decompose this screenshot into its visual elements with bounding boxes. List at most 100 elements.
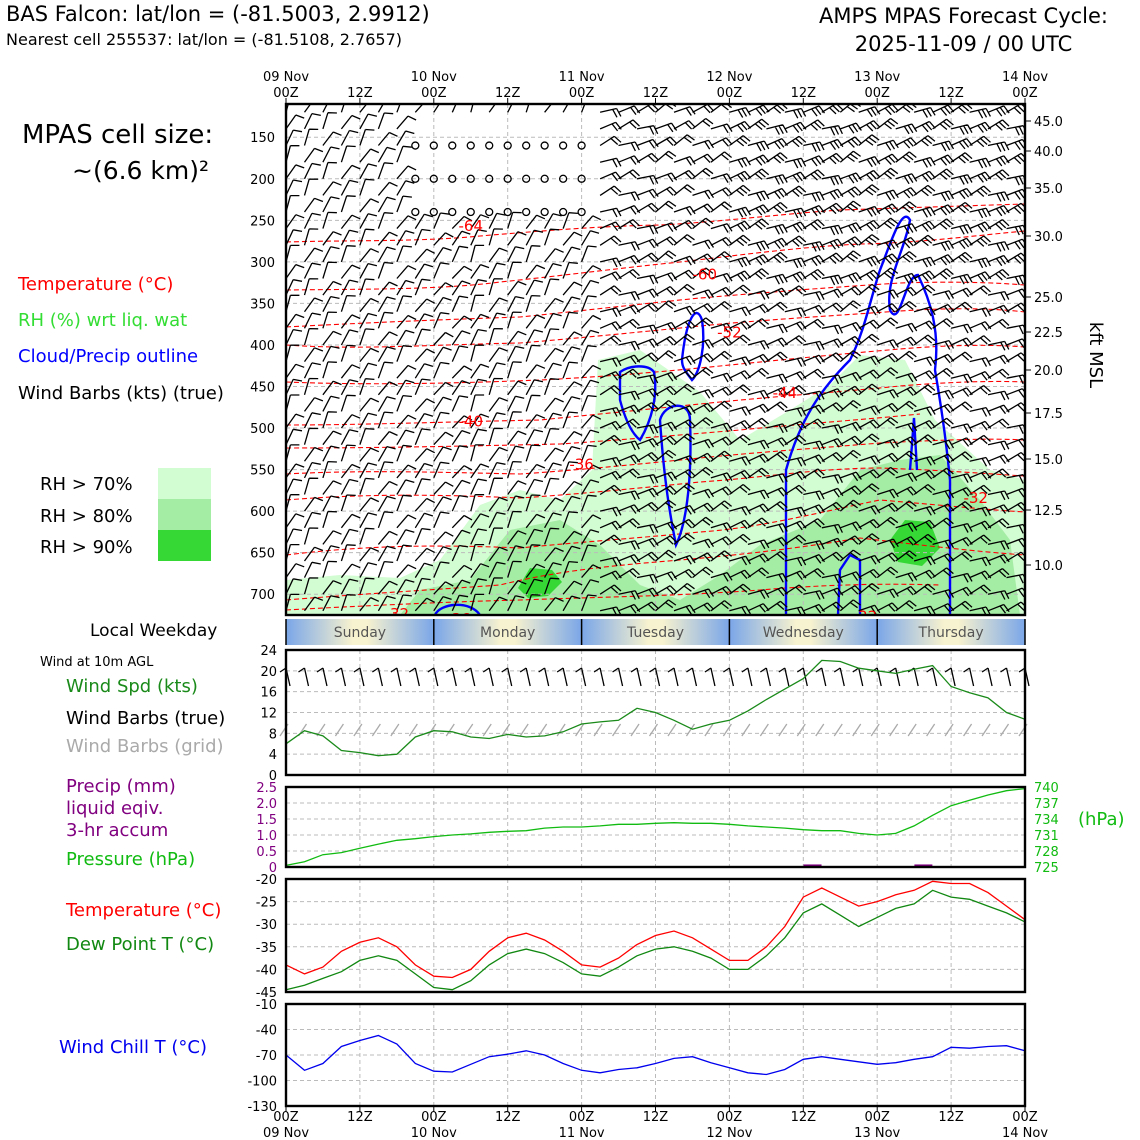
wind-barb [729,106,751,118]
wind-10m-label: Wind at 10m AGL [40,655,154,670]
wind-barb [876,452,899,463]
wind-barb [784,584,807,595]
wind-barb [655,399,677,412]
grid-wind-barb [963,723,973,737]
surface-wind-barb [944,667,956,687]
wind-barb [488,297,508,313]
bottom-date-label: 09 Nov [263,1126,309,1140]
wind-barb [1024,477,1025,478]
wind-barb [692,417,714,429]
bottom-date-label: 12 Nov [706,1126,752,1140]
wind-barb [396,394,412,412]
surface-wind-barb [427,667,439,687]
top-date-label: 14 Nov [1002,70,1048,85]
panel-frame [284,648,1027,777]
wind-barb [876,367,899,379]
wind-barb [451,429,471,446]
wind-barb [303,577,319,595]
wind-barb [488,446,508,462]
wind-barb [766,301,788,313]
surface-wind-barb [335,667,347,687]
wind-barb [618,155,641,165]
wind-barb [913,220,936,232]
wind-barb [340,145,356,163]
wind-barb [433,581,454,595]
wind-barb [599,135,622,147]
wind-barb [562,545,581,562]
wind-barb [766,501,788,512]
wind-barb [286,194,300,213]
wind-barb [673,283,695,296]
wind-barb [950,401,973,412]
wind-barb [950,152,973,164]
wind-barb [451,415,473,429]
wind-barb [710,472,733,483]
wind-barb [359,328,375,346]
wind-barb [414,412,434,429]
wind-barb [286,279,303,296]
wind-barb [877,488,899,499]
wind-barb [377,511,394,529]
wind-barb [876,402,899,413]
y-tick-label: 8 [269,727,277,742]
wind-barb [396,314,417,329]
calm-marker [558,141,568,150]
wind-barb [581,265,602,279]
temp-contour [286,230,1025,291]
wind-barb [932,104,955,116]
wind-barb [286,428,303,445]
wind-barb [618,404,641,415]
wind-barb [322,261,337,279]
top-date-label: 09 Nov [263,70,309,85]
wind-barb [692,339,715,349]
wind-barb [766,273,788,285]
wind-barb [932,168,954,180]
wind-barb [1006,587,1025,598]
wind-barb [544,312,562,329]
wind-barb [840,172,862,184]
wind-barb [340,578,359,595]
wind-barb [377,381,398,396]
wind-barb [396,115,417,130]
wind-speed-line [285,659,1026,757]
wind-barb [451,365,473,379]
wind-barb [840,371,862,382]
wind-barb [470,528,487,545]
wind-barb [840,571,862,581]
wind-barb [340,478,359,495]
wind-barb [802,219,825,231]
wind-barb [673,169,696,180]
wind-barb [507,595,525,612]
surface-wind-barb [612,667,624,687]
wind-barb [729,533,751,545]
wind-barb [895,400,917,412]
wind-barb [414,263,434,279]
wind-barb [858,283,880,296]
wind-barb [987,219,1010,231]
wind-barb [414,248,435,263]
wind-barb [802,169,825,181]
wind-barb [729,420,752,430]
temperature-label: -32 [385,605,410,623]
wind-barb [322,361,337,379]
wind-barb [877,139,899,151]
wind-barb [802,268,825,281]
wind-barb [286,164,305,180]
wind-barb [839,200,861,213]
wind-barb [543,378,560,396]
wind-barb [673,369,696,379]
wind-barb [895,522,918,532]
wind-barb [322,146,340,163]
wind-barb [599,534,622,545]
wind-barb [488,461,506,479]
pressure-tick-label: 700 [250,588,275,603]
wind-barb [932,567,954,579]
wind-barb [784,135,807,148]
surface-wind-barb [538,667,550,687]
wind-barb [359,163,378,180]
wind-barb [636,324,659,335]
y-tick-label: -130 [247,1100,277,1115]
wind-barb [784,307,807,318]
wind-barb [396,265,417,279]
